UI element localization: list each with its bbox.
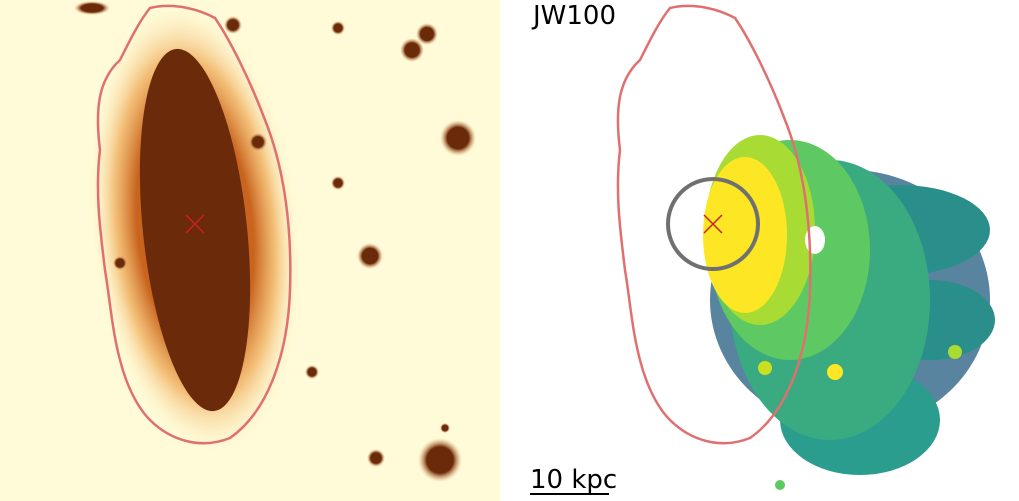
galaxy-core <box>139 48 251 412</box>
center-marker <box>703 214 723 234</box>
galaxy-name: JW100 <box>531 1 616 31</box>
stellar-panel <box>0 0 500 501</box>
aperture-circle <box>666 177 760 271</box>
center-marker <box>185 214 205 234</box>
stars <box>74 1 476 482</box>
emission-map <box>703 135 995 490</box>
scale-label: 10 kpc <box>530 465 617 495</box>
emission-panel: JW100 10 kpc <box>530 1 995 495</box>
